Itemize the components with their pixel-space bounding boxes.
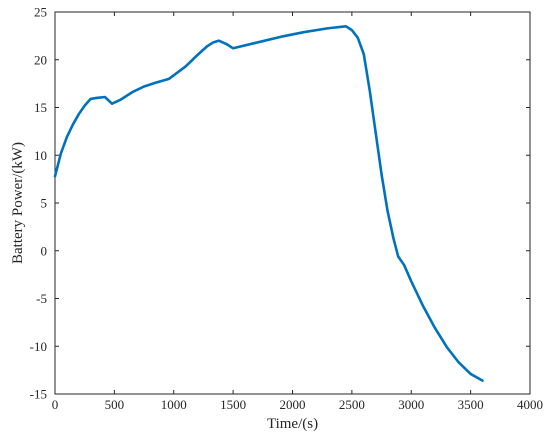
y-axis-label: Battery Power/(kW)	[10, 142, 26, 264]
x-axis-label: Time/(s)	[267, 416, 318, 432]
y-tick-label: 10	[34, 148, 47, 163]
y-tick-label: 0	[41, 243, 48, 258]
x-tick-label: 4000	[517, 397, 543, 412]
x-tick-label: 0	[52, 397, 59, 412]
x-tick-label: 2500	[339, 397, 365, 412]
y-tick-label: -10	[30, 339, 47, 354]
plot-area	[54, 11, 531, 395]
x-tick-label: 3000	[398, 397, 424, 412]
x-tick-label: 500	[105, 397, 125, 412]
x-tick-label: 2000	[280, 397, 306, 412]
x-axis-ticks: 0 500 1000 1500 2000 2500 3000 3500 4000	[52, 12, 543, 412]
y-tick-label: -5	[36, 291, 47, 306]
y-axis-ticks: -15 -10 -5 0 5 10 15 20 25	[30, 5, 530, 402]
y-tick-label: 25	[34, 5, 47, 20]
series-layer	[53, 25, 484, 382]
y-tick-label: 20	[34, 52, 47, 67]
x-tick-label: 1500	[220, 397, 246, 412]
y-tick-label: 5	[41, 196, 48, 211]
y-tick-label: 15	[34, 100, 47, 115]
x-tick-label: 1000	[161, 397, 187, 412]
x-tick-label: 3500	[458, 397, 484, 412]
plot-frame	[54, 11, 531, 395]
battery-power-line	[53, 25, 484, 382]
y-tick-label: -15	[30, 387, 47, 402]
